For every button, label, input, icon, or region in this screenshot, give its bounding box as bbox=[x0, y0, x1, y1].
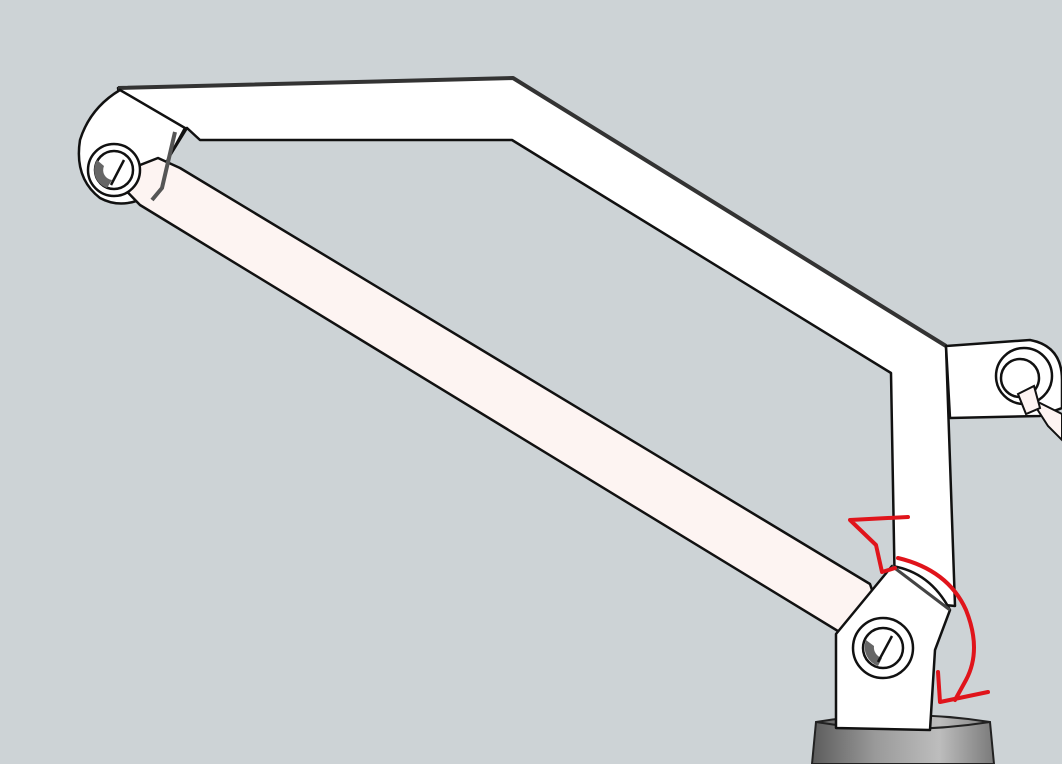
pivot-right bbox=[994, 346, 1054, 416]
rotation-arrow bbox=[848, 515, 990, 704]
pivot-bottom bbox=[851, 616, 915, 680]
pivot-left bbox=[86, 142, 142, 198]
